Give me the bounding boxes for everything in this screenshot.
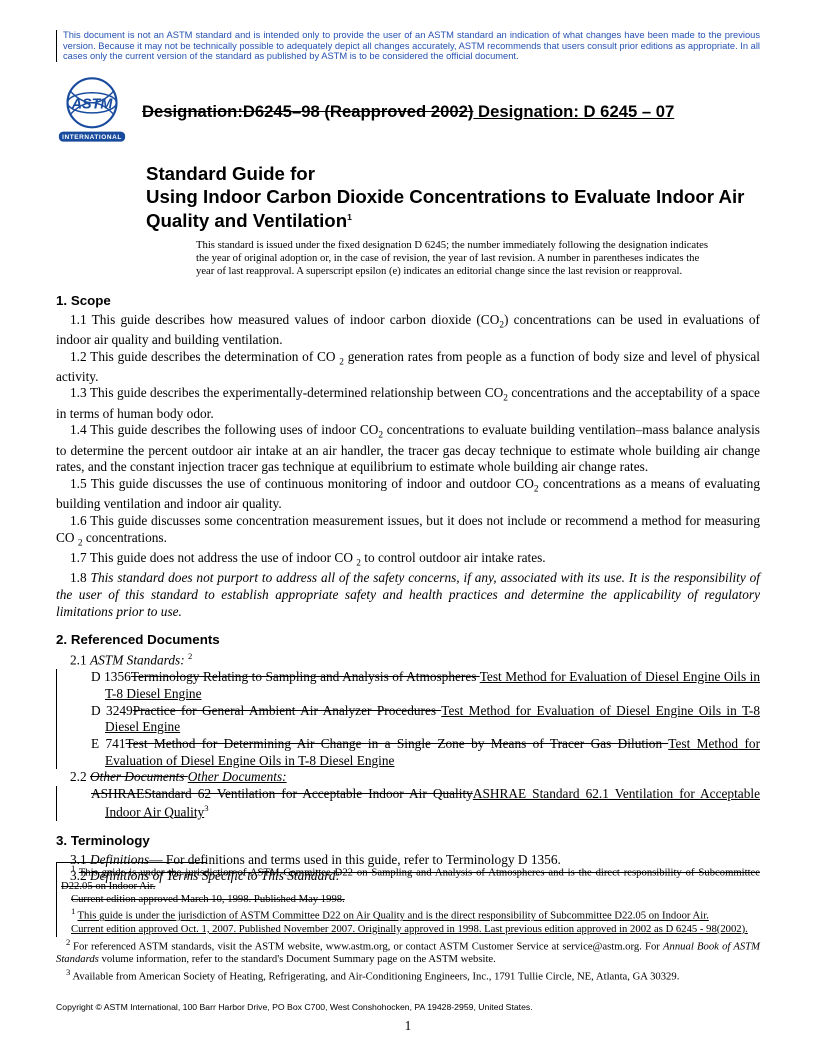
fn1-new1: 1 This guide is under the jurisdiction o… xyxy=(61,906,760,923)
ref-e741: E 741Test Method for Determining Air Cha… xyxy=(77,736,760,769)
footnotes: 1 This guide is under the jurisdiction o… xyxy=(56,862,760,984)
fn1-old2: Current edition approved March 10, 1998.… xyxy=(61,894,760,907)
p-1-7: 1.7 This guide does not address the use … xyxy=(56,550,760,570)
page: This document is not an ASTM standard an… xyxy=(0,0,816,1056)
svg-text:ASTM: ASTM xyxy=(71,97,114,113)
fn1-old: 1 This guide is under the jurisdiction o… xyxy=(61,863,760,893)
section-1-head: 1. Scope xyxy=(56,293,760,308)
ref-d1356: D 1356Terminology Relating to Sampling a… xyxy=(77,669,760,702)
title-sup: 1 xyxy=(347,212,352,222)
document-title: Standard Guide for Using Indoor Carbon D… xyxy=(146,162,760,232)
fn1-new2: Current edition approved Oct. 1, 2007. P… xyxy=(61,924,760,937)
astm-logo: ASTM INTERNATIONAL xyxy=(56,74,128,146)
ref-d3249: D 3249Practice for General Ambient Air A… xyxy=(77,703,760,736)
designation: Designation:D6245–98 (Reapproved 2002) D… xyxy=(142,102,674,122)
p-1-6: 1.6 This guide discusses some concentrat… xyxy=(56,513,760,550)
title-pre: Standard Guide for xyxy=(146,163,315,184)
p-1-8: 1.8 This standard does not purport to ad… xyxy=(56,570,760,620)
title-main: Using Indoor Carbon Dioxide Concentratio… xyxy=(146,186,744,230)
p-1-2: 1.2 This guide describes the determinati… xyxy=(56,349,760,386)
disclaimer-bar: This document is not an ASTM standard an… xyxy=(56,30,760,62)
fn2: 2 For referenced ASTM standards, visit t… xyxy=(56,937,760,967)
p-2-2: 2.2 Other Documents Other Documents: xyxy=(56,769,760,786)
logo-cell: ASTM INTERNATIONAL xyxy=(56,74,142,150)
ref-ashrae: ASHRAEStandard 62 Ventilation for Accept… xyxy=(77,786,760,821)
copyright: Copyright © ASTM International, 100 Barr… xyxy=(56,1002,533,1012)
issuance-note: This standard is issued under the fixed … xyxy=(196,240,720,278)
p-1-1: 1.1 This guide describes how measured va… xyxy=(56,312,760,349)
disclaimer-text: This document is not an ASTM standard an… xyxy=(63,30,760,62)
fn3: 3 Available from American Society of Hea… xyxy=(56,967,760,984)
header-row: ASTM INTERNATIONAL Designation:D6245–98 … xyxy=(56,74,760,150)
ref-bar-2: ASHRAEStandard 62 Ventilation for Accept… xyxy=(56,786,760,821)
p-1-5: 1.5 This guide discusses the use of cont… xyxy=(56,476,760,513)
designation-new: Designation: D 6245 – 07 xyxy=(473,102,674,121)
ref-bar-1: D 1356Terminology Relating to Sampling a… xyxy=(56,669,760,769)
section-3-head: 3. Terminology xyxy=(56,833,760,848)
p-1-3: 1.3 This guide describes the experimenta… xyxy=(56,385,760,422)
svg-text:INTERNATIONAL: INTERNATIONAL xyxy=(62,134,122,141)
designation-old: Designation:D6245–98 (Reapproved 2002) xyxy=(142,102,473,121)
fn-bar: 1 This guide is under the jurisdiction o… xyxy=(56,863,760,936)
section-2-head: 2. Referenced Documents xyxy=(56,632,760,647)
p-1-4: 1.4 This guide describes the following u… xyxy=(56,422,760,476)
p-2-1: 2.1 ASTM Standards: 2 xyxy=(56,651,760,669)
page-number: 1 xyxy=(0,1018,816,1034)
